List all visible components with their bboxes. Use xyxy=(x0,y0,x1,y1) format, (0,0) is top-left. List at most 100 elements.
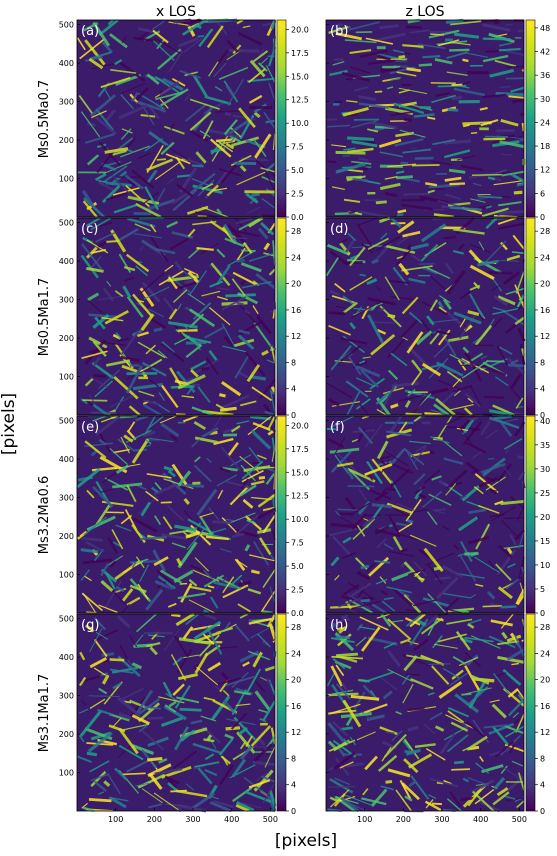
colorbar-tick-label: 7.5 xyxy=(291,143,304,152)
heatmap-streak xyxy=(355,377,376,388)
heatmap-background xyxy=(326,614,524,811)
y-tick-label: 300 xyxy=(59,494,74,503)
heatmap-streak xyxy=(421,362,442,377)
heatmap-streak xyxy=(418,576,425,581)
colorbar-tick-label: 20.0 xyxy=(291,421,309,430)
heatmap-streak xyxy=(154,247,176,255)
heatmap-streak xyxy=(94,503,112,527)
heatmap-streak xyxy=(417,619,427,627)
heatmap-streak xyxy=(186,528,205,551)
heatmap-streak xyxy=(104,147,129,154)
heatmap-streak xyxy=(371,258,379,265)
y-tick-label: 300 xyxy=(59,98,74,107)
heatmap-streak xyxy=(113,204,137,214)
heatmap-streak xyxy=(511,251,525,254)
colorbar-tick-label: 2.5 xyxy=(291,190,304,199)
heatmap-streak xyxy=(86,751,98,757)
heatmap-streak xyxy=(376,32,406,42)
heatmap-streak xyxy=(375,578,388,585)
heatmap-streak xyxy=(479,756,484,763)
colorbar-tick-label: 12 xyxy=(540,166,550,175)
heatmap-streak xyxy=(118,104,148,120)
heatmap-streak xyxy=(329,290,340,296)
heatmap-streak xyxy=(187,247,201,259)
colorbar-tick-label: 0 xyxy=(291,411,296,420)
heatmap-streak xyxy=(383,449,409,467)
heatmap-streak xyxy=(449,48,470,52)
heatmap-streak xyxy=(193,620,222,640)
colorbar-tick-label: 18 xyxy=(540,142,550,151)
heatmap-streak xyxy=(407,568,426,576)
heatmap-streak xyxy=(341,552,356,560)
heatmap-streak xyxy=(461,416,476,435)
heatmap-streak xyxy=(131,714,150,725)
heatmap-streak xyxy=(105,181,132,187)
heatmap-streak xyxy=(511,662,520,666)
heatmap-streak xyxy=(93,617,106,631)
heatmap-streak xyxy=(228,48,260,53)
heatmap-streak xyxy=(330,665,344,687)
heatmap-streak xyxy=(107,19,114,26)
heatmap-streak xyxy=(502,668,522,686)
heatmap-streak xyxy=(132,293,154,318)
heatmap-streak xyxy=(236,420,250,425)
heatmap-streak xyxy=(218,738,234,756)
panel-frame xyxy=(325,415,525,614)
heatmap-streak xyxy=(351,302,379,319)
heatmap-streak xyxy=(359,49,388,59)
heatmap-streak xyxy=(331,144,347,148)
heatmap-streak xyxy=(333,793,346,807)
heatmap-streak xyxy=(254,133,272,159)
heatmap-streak xyxy=(239,484,257,497)
colorbar-tick-label: 0.0 xyxy=(291,609,304,618)
heatmap-streak xyxy=(196,666,219,686)
heatmap-streak xyxy=(245,668,262,696)
heatmap-streak xyxy=(407,725,419,732)
heatmap-streak xyxy=(140,272,165,294)
heatmap-streak xyxy=(179,707,202,712)
heatmap-streak xyxy=(195,211,217,218)
heatmap-streak xyxy=(406,331,424,354)
heatmap-streak xyxy=(83,593,97,614)
heatmap-streak xyxy=(427,692,435,696)
heatmap-streak xyxy=(229,126,242,138)
heatmap-streak xyxy=(500,153,513,156)
heatmap-streak xyxy=(92,21,111,47)
heatmap-streak xyxy=(183,415,198,423)
heatmap-streak xyxy=(471,469,479,474)
heatmap-streak xyxy=(191,178,210,187)
heatmap-streak xyxy=(459,311,478,340)
heatmap-streak xyxy=(253,743,273,762)
heatmap-streak xyxy=(381,67,402,74)
heatmap-streak xyxy=(134,634,144,645)
heatmap-streak xyxy=(178,37,199,48)
heatmap-streak xyxy=(260,167,276,173)
heatmap-streak xyxy=(378,216,391,224)
heatmap-streak xyxy=(84,442,113,448)
heatmap-streak xyxy=(379,576,387,584)
heatmap-streak xyxy=(206,25,224,49)
heatmap-streak xyxy=(429,387,449,395)
heatmap-streak xyxy=(228,512,256,524)
heatmap-streak xyxy=(180,729,196,742)
heatmap-streak xyxy=(246,364,261,383)
heatmap-streak xyxy=(120,436,130,454)
heatmap-streak xyxy=(170,123,175,130)
heatmap-streak xyxy=(225,84,235,97)
heatmap-streak xyxy=(380,589,388,596)
heatmap-streak xyxy=(270,727,277,745)
heatmap-streak xyxy=(267,415,276,431)
colorbar-tick-label: 0 xyxy=(540,411,545,420)
panel-tag: (a) xyxy=(81,24,99,39)
heatmap-streak xyxy=(356,224,375,251)
heatmap-streak xyxy=(125,184,150,208)
heatmap-streak xyxy=(259,718,267,723)
heatmap-streak xyxy=(160,88,189,107)
heatmap-streak xyxy=(168,21,189,26)
heatmap-streak xyxy=(225,142,235,150)
heatmap-streak xyxy=(98,141,122,167)
heatmap-streak xyxy=(268,268,276,276)
heatmap-streak xyxy=(118,227,139,242)
heatmap-streak xyxy=(370,333,396,356)
